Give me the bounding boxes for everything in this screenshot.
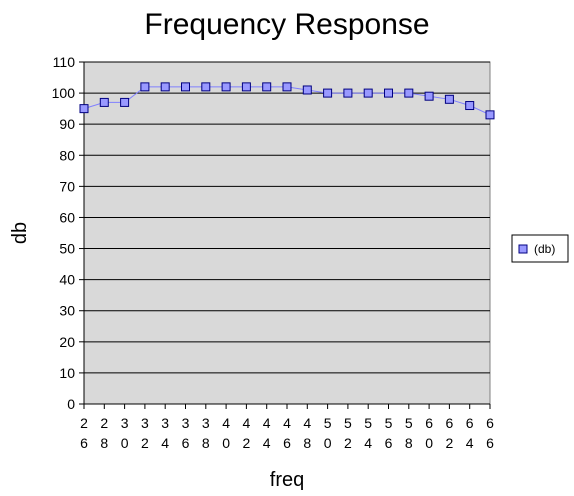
y-tick-label: 70	[59, 178, 75, 194]
data-point	[120, 97, 130, 107]
y-tick-label: 10	[59, 365, 75, 381]
axes	[79, 61, 491, 409]
y-tick-label: 0	[67, 396, 75, 412]
y-tick-label: 50	[59, 241, 75, 257]
y-axis-title: db	[9, 222, 31, 244]
y-tick-label: 40	[59, 272, 75, 288]
y-tick-label: 60	[59, 209, 75, 225]
data-point	[444, 94, 454, 104]
x-axis-title: freq	[270, 469, 304, 491]
data-point	[241, 82, 251, 92]
legend-marker	[518, 244, 528, 254]
legend-label: (db)	[534, 242, 555, 256]
data-point	[181, 82, 190, 92]
data-point	[485, 110, 495, 120]
data-point	[343, 88, 353, 98]
chart-title: Frequency Response	[144, 8, 429, 41]
data-point	[363, 88, 373, 98]
data-point	[424, 91, 434, 101]
gridlines	[84, 61, 490, 405]
data-point	[384, 88, 393, 98]
y-tick-label: 110	[53, 54, 76, 70]
y-tick-label: 100	[52, 85, 76, 101]
data-point	[201, 82, 211, 92]
y-tick-labels: 0 10 20 30 40 50 60 70 80 90 100 110	[52, 54, 76, 412]
x-tick-labels: 2 6 2 8 3 0 3 2 3 4 3 6 3 8 4 0 4 2 4 4 4 6 4 8 5 0 5 2 5 4 5 6 5 8 6 0 6 2 6 4…	[80, 415, 494, 451]
y-tick-label: 20	[59, 334, 75, 350]
data-point	[221, 82, 231, 92]
data-point	[323, 88, 333, 98]
data-point	[140, 82, 150, 92]
y-tick-label: 80	[59, 147, 75, 163]
legend: (db)	[511, 234, 569, 263]
data-point	[99, 97, 109, 107]
data-point	[404, 88, 414, 98]
series-layer	[79, 82, 495, 120]
y-tick-label: 30	[59, 303, 75, 319]
data-point	[465, 101, 475, 111]
plot-area	[83, 61, 491, 405]
data-point	[79, 104, 89, 114]
y-tick-label: 90	[59, 116, 75, 132]
data-point	[262, 82, 272, 92]
data-point	[160, 82, 170, 92]
data-point	[302, 85, 312, 95]
data-point	[282, 82, 292, 92]
